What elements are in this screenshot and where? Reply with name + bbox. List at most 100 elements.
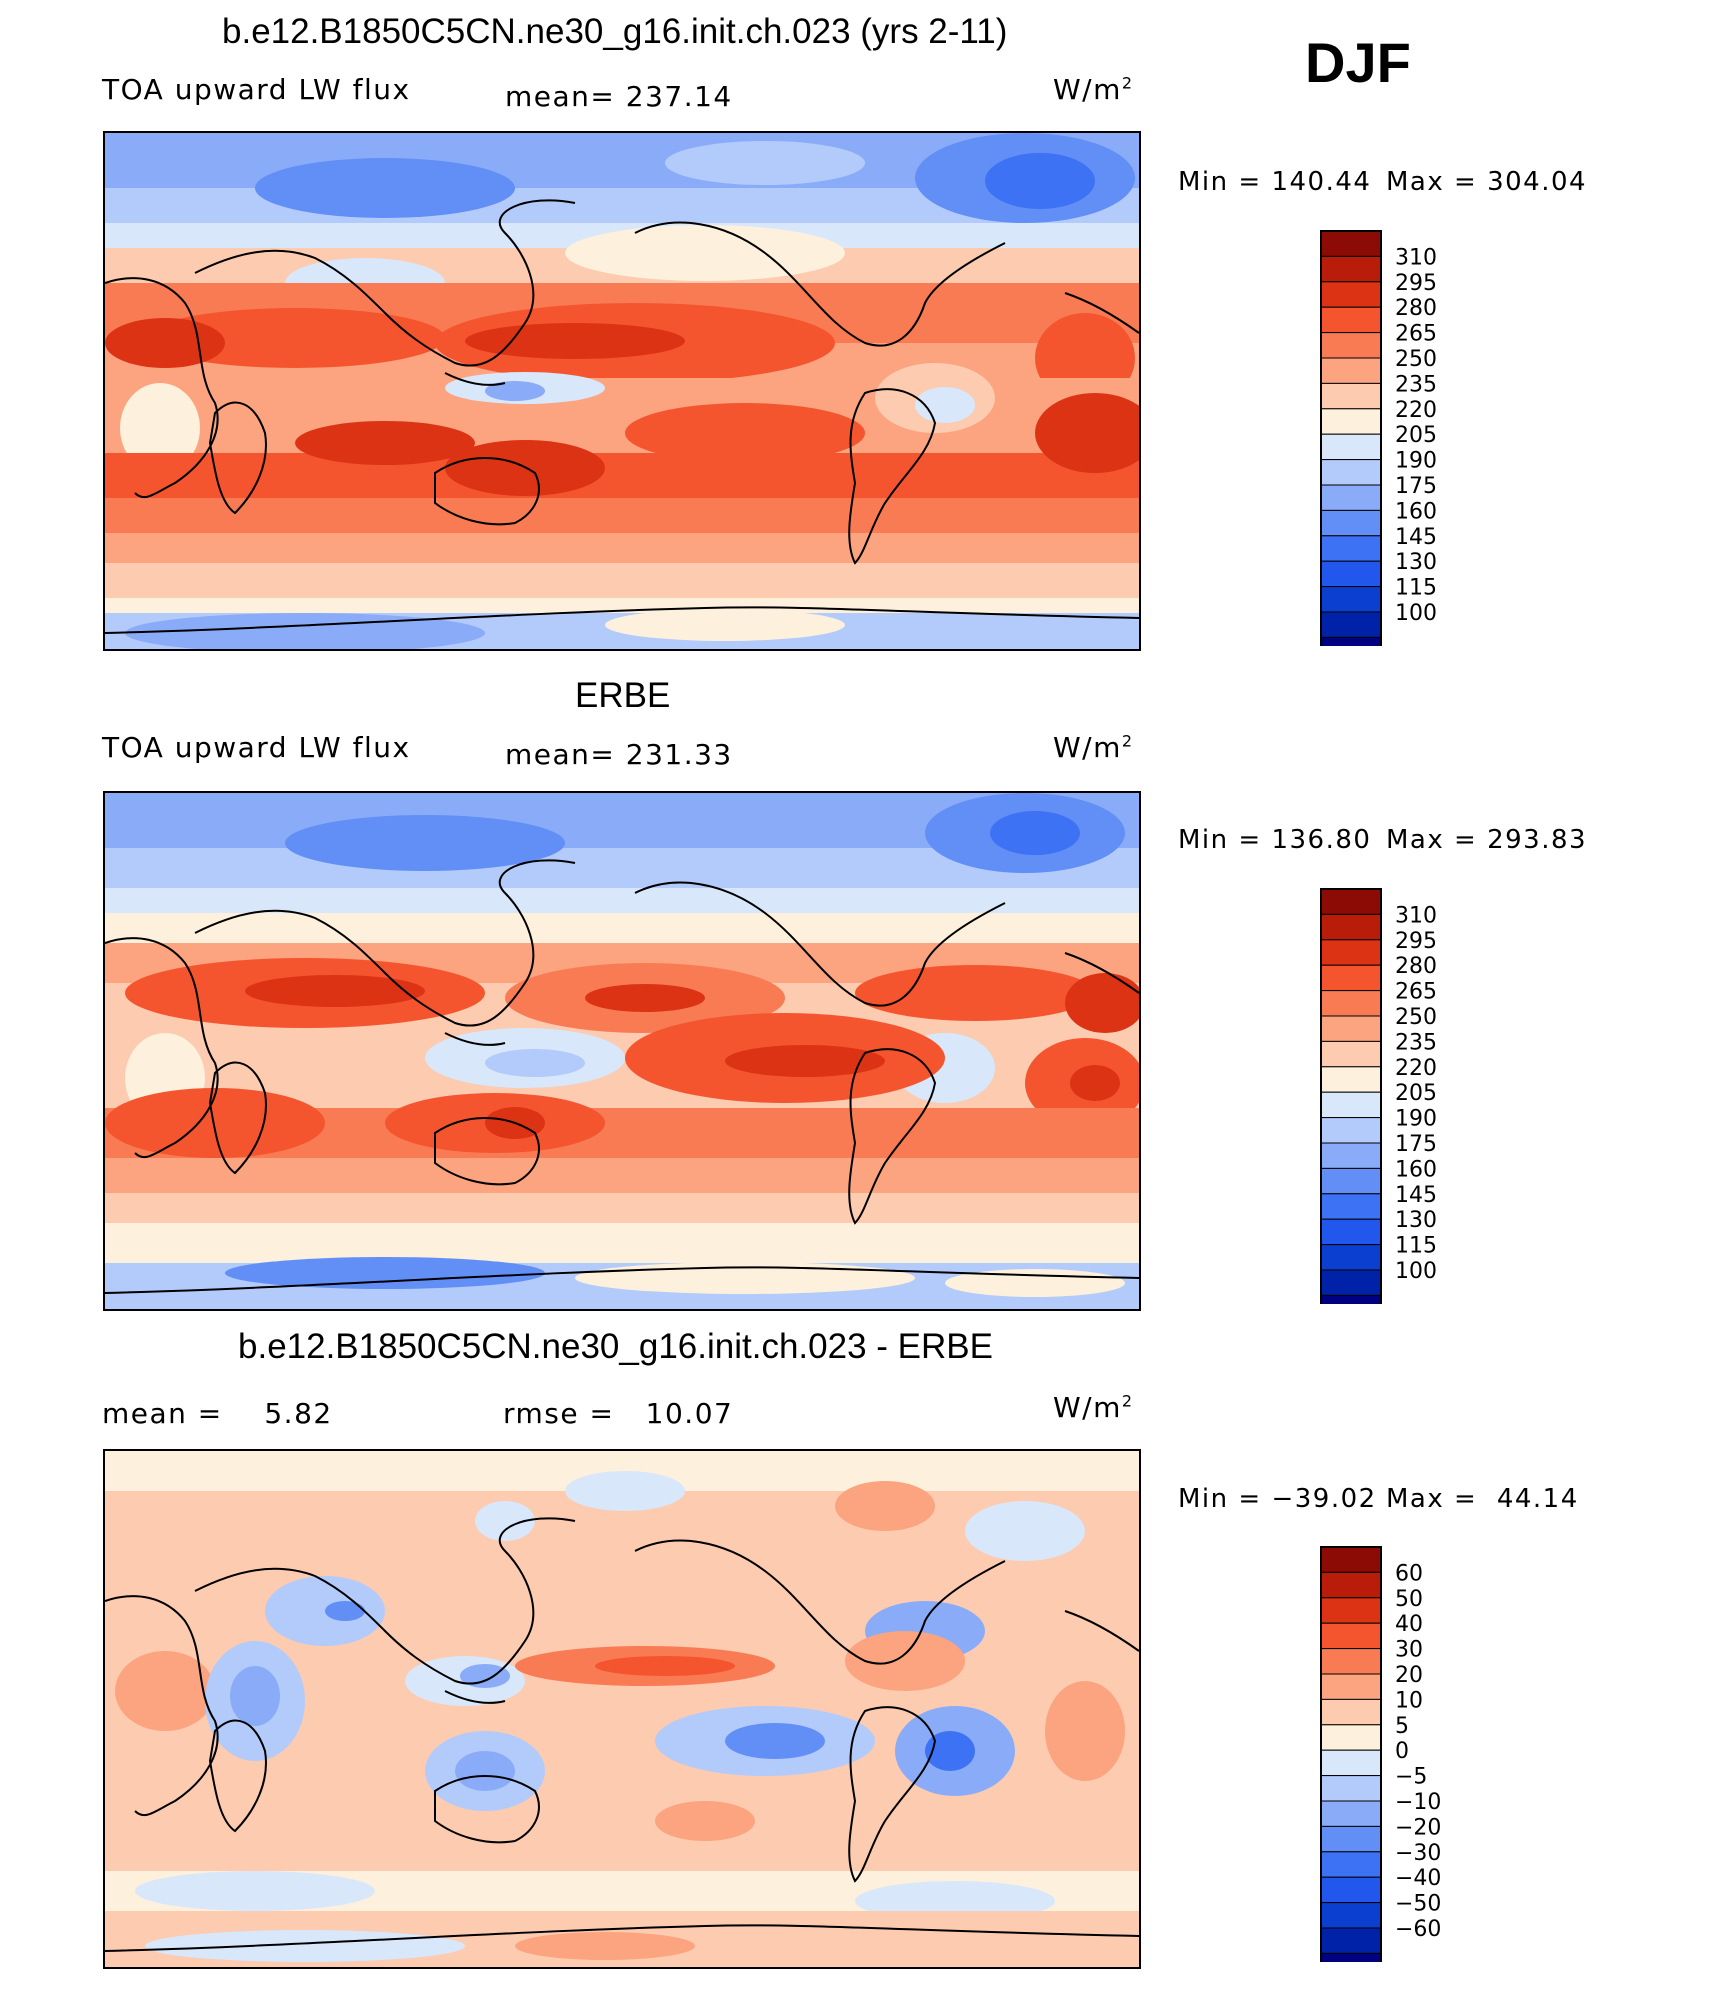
panel1-colorbar-swatch bbox=[1320, 357, 1382, 384]
panel1-colorbar-tick-label: 145 bbox=[1395, 525, 1437, 550]
panel1-units: W/m2 bbox=[1053, 73, 1134, 106]
panel2-colorbar-tick-label: 235 bbox=[1395, 1030, 1437, 1055]
panel3-colorbar-swatch bbox=[1320, 1825, 1382, 1853]
panel1-colorbar-tick-label: 280 bbox=[1395, 296, 1437, 321]
panel2-colorbar-swatch bbox=[1320, 964, 1382, 992]
panel1-colorbar-tick-label: 190 bbox=[1395, 449, 1437, 474]
panel2-variable-label: TOA upward LW flux bbox=[102, 731, 411, 764]
panel1-colorbar-swatch bbox=[1320, 509, 1382, 537]
panel2-map bbox=[103, 791, 1141, 1311]
panel3-colorbar-swatch bbox=[1320, 1876, 1382, 1904]
panel1-colorbar-swatch bbox=[1320, 484, 1382, 511]
panel1-colorbar-swatch bbox=[1320, 586, 1382, 613]
panel3-colorbar-tick-label: 60 bbox=[1395, 1561, 1423, 1586]
panel1-colorbar-tick-label: 160 bbox=[1395, 499, 1437, 524]
panel2-colorbar-tick-label: 265 bbox=[1395, 980, 1437, 1005]
panel3-colorbar-swatch bbox=[1320, 1698, 1382, 1726]
panel1-colorbar-tick-label: 220 bbox=[1395, 398, 1437, 423]
panel3-colorbar-swatch bbox=[1320, 1571, 1382, 1599]
panel2-colorbar-tick-label: 100 bbox=[1395, 1259, 1437, 1284]
panel3-colorbar-swatch bbox=[1320, 1749, 1382, 1777]
panel3-map bbox=[103, 1449, 1141, 1969]
panel3-mean-label: mean = 5.82 bbox=[102, 1397, 333, 1430]
panel3-colorbar-swatch bbox=[1320, 1724, 1382, 1751]
panel1-colorbar-swatch bbox=[1320, 306, 1382, 334]
panel2-colorbar-tick-label: 175 bbox=[1395, 1132, 1437, 1157]
panel1-colorbar-swatch bbox=[1320, 382, 1382, 410]
panel1-colorbar-swatch bbox=[1320, 281, 1382, 308]
panel3-colorbar-swatch bbox=[1320, 1902, 1382, 1929]
panel3-colorbar-tick-label: −40 bbox=[1395, 1866, 1441, 1891]
panel2-colorbar-swatch bbox=[1320, 1040, 1382, 1068]
panel1-colorbar-swatch bbox=[1320, 230, 1382, 257]
panel1-colorbar-outline bbox=[1320, 230, 1382, 646]
panel2-title: ERBE bbox=[575, 676, 671, 715]
panel3-colorbar-tick-label: −50 bbox=[1395, 1892, 1441, 1917]
panel1-colorbar-swatch bbox=[1320, 408, 1382, 435]
panel2-colorbar-swatch bbox=[1320, 1066, 1382, 1093]
panel2-colorbar-swatch bbox=[1320, 990, 1382, 1017]
panel3-colorbar-swatch bbox=[1320, 1546, 1382, 1573]
panel1-mean-label: mean= 237.14 bbox=[505, 80, 733, 113]
panel2-colorbar-tick-label: 310 bbox=[1395, 903, 1437, 928]
panel1-min: Min = 140.44 bbox=[1178, 167, 1372, 197]
panel1-map bbox=[103, 131, 1141, 651]
panel2-colorbar-tick-label: 115 bbox=[1395, 1234, 1437, 1259]
panel2-colorbar-outline bbox=[1320, 888, 1382, 1304]
panel3-colorbar-tick-label: −30 bbox=[1395, 1841, 1441, 1866]
panel2-colorbar-tick-label: 280 bbox=[1395, 954, 1437, 979]
panel3-colorbar-tick-label: −10 bbox=[1395, 1790, 1441, 1815]
panel1-max: Max = 304.04 bbox=[1386, 167, 1588, 197]
panel2-colorbar-swatch bbox=[1320, 1244, 1382, 1271]
panel1-colorbar-tick-label: 205 bbox=[1395, 423, 1437, 448]
panel2-min: Min = 136.80 bbox=[1178, 825, 1372, 855]
panel2-colorbar-swatch bbox=[1320, 1269, 1382, 1296]
panel1-colorbar-tick-label: 310 bbox=[1395, 245, 1437, 270]
panel3-rmse-label: rmse = 10.07 bbox=[503, 1397, 734, 1430]
panel2-colorbar-swatch bbox=[1320, 1167, 1382, 1195]
panel1-colorbar-swatch bbox=[1320, 611, 1382, 638]
panel3-max: Max = 44.14 bbox=[1386, 1484, 1579, 1514]
panel3-colorbar-tick-label: 5 bbox=[1395, 1714, 1409, 1739]
panel1-variable-label: TOA upward LW flux bbox=[102, 73, 411, 106]
panel3-colorbar-swatch bbox=[1320, 1597, 1382, 1624]
panel1-colorbar-swatch bbox=[1320, 535, 1382, 562]
panel3-colorbar-tick-label: −20 bbox=[1395, 1815, 1441, 1840]
panel1-colorbar-tick-label: 250 bbox=[1395, 347, 1437, 372]
panel3-title: b.e12.B1850C5CN.ne30_g16.init.ch.023 - E… bbox=[238, 1327, 993, 1366]
panel2-colorbar-swatch bbox=[1320, 939, 1382, 966]
panel1-colorbar-swatch bbox=[1320, 636, 1382, 646]
panel2-max: Max = 293.83 bbox=[1386, 825, 1588, 855]
panel2-colorbar-swatch bbox=[1320, 1142, 1382, 1169]
panel2-colorbar-swatch bbox=[1320, 1117, 1382, 1144]
panel2-colorbar-tick-label: 250 bbox=[1395, 1005, 1437, 1030]
panel1-colorbar-tick-label: 100 bbox=[1395, 601, 1437, 626]
panel2-colorbar-tick-label: 160 bbox=[1395, 1157, 1437, 1182]
panel2-colorbar: 3102952802652502352202051901751601451301… bbox=[1320, 888, 1437, 1304]
panel2-colorbar-swatch bbox=[1320, 1015, 1382, 1042]
panel3-colorbar-swatch bbox=[1320, 1673, 1382, 1700]
panel2-colorbar-tick-label: 190 bbox=[1395, 1107, 1437, 1132]
panel2-units: W/m2 bbox=[1053, 731, 1134, 764]
panel2-colorbar-tick-label: 145 bbox=[1395, 1183, 1437, 1208]
season-label: DJF bbox=[1305, 31, 1411, 94]
panel3-colorbar-swatch bbox=[1320, 1775, 1382, 1802]
panel2-colorbar-tick-label: 130 bbox=[1395, 1208, 1437, 1233]
panel1-colorbar-swatch bbox=[1320, 255, 1382, 283]
panel1-colorbar-tick-label: 295 bbox=[1395, 271, 1437, 296]
panel2-colorbar-swatch bbox=[1320, 1193, 1382, 1220]
panel2-colorbar-tick-label: 295 bbox=[1395, 929, 1437, 954]
panel1-colorbar-swatch bbox=[1320, 459, 1382, 486]
panel3-colorbar-swatch bbox=[1320, 1648, 1382, 1675]
panel3-colorbar-tick-label: 10 bbox=[1395, 1688, 1423, 1713]
panel3-colorbar-tick-label: 0 bbox=[1395, 1739, 1409, 1764]
panel2-colorbar-swatch bbox=[1320, 888, 1382, 915]
panel3-colorbar-tick-label: 50 bbox=[1395, 1587, 1423, 1612]
panel3-colorbar-tick-label: −5 bbox=[1395, 1765, 1427, 1790]
panel1-colorbar-swatch bbox=[1320, 332, 1382, 359]
panel1-title: b.e12.B1850C5CN.ne30_g16.init.ch.023 (yr… bbox=[222, 12, 1008, 51]
panel1-colorbar-tick-label: 130 bbox=[1395, 550, 1437, 575]
panel3-colorbar-swatch bbox=[1320, 1800, 1382, 1827]
panel1-colorbar-tick-label: 115 bbox=[1395, 576, 1437, 601]
